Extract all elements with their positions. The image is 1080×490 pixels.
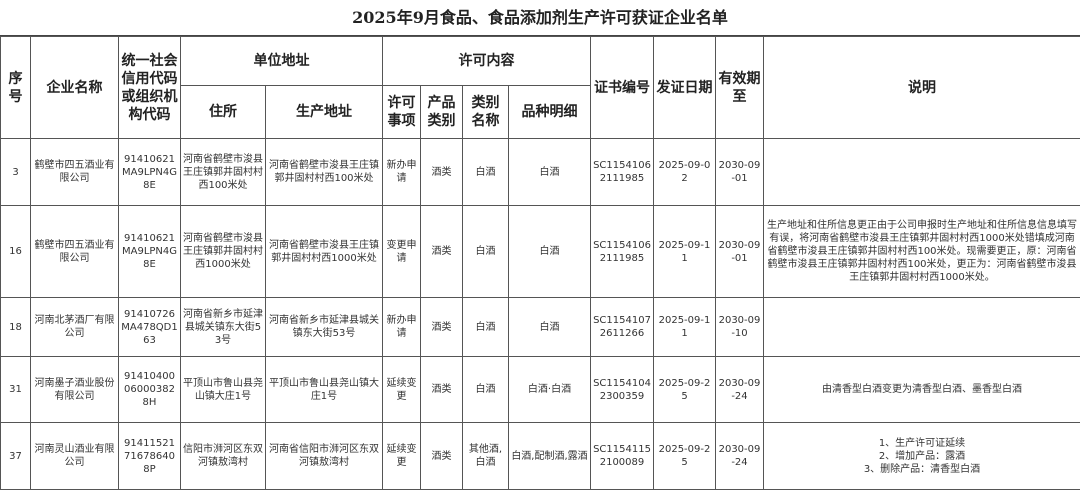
cell-cert-no: SC11541062111985: [591, 206, 654, 298]
cell-license-item: 新办申请: [383, 139, 421, 206]
cell-category-name: 其他酒,白酒: [463, 423, 509, 490]
cell-note: 1、生产许可证延续 2、增加产品：露酒 3、删除产品：清香型白酒: [764, 423, 1080, 490]
cell-note: [764, 298, 1080, 357]
cell-product-category: 酒类: [421, 423, 463, 490]
cell-category-name: 白酒: [463, 298, 509, 357]
cell-issue-date: 2025-09-25: [654, 357, 716, 423]
cell-production-address: 河南省新乡市延津县城关镇东大街53号: [266, 298, 383, 357]
cell-valid-until: 2030-09-24: [716, 423, 764, 490]
cell-residence: 信阳市浉河区东双河镇敖湾村: [181, 423, 266, 490]
header-valid-until: 有效期至: [716, 37, 764, 139]
cell-credit-code: 91410621MA9LPN4G8E: [119, 206, 181, 298]
cell-cert-no: SC11541062111985: [591, 139, 654, 206]
cell-variety-detail: 白酒: [509, 206, 591, 298]
header-residence: 住所: [181, 86, 266, 139]
cell-variety-detail: 白酒: [509, 298, 591, 357]
cell-company: 鹤壁市四五酒业有限公司: [31, 139, 119, 206]
cell-issue-date: 2025-09-11: [654, 206, 716, 298]
cell-issue-date: 2025-09-25: [654, 423, 716, 490]
cell-production-address: 平顶山市鲁山县尧山镇大庄1号: [266, 357, 383, 423]
cell-product-category: 酒类: [421, 357, 463, 423]
cell-credit-code: 91410726MA478QD163: [119, 298, 181, 357]
cell-credit-code: 91410621MA9LPN4G8E: [119, 139, 181, 206]
header-address-group: 单位地址: [181, 37, 383, 86]
header-license-item: 许可事项: [383, 86, 421, 139]
cell-residence: 河南省鹤壁市浚县王庄镇郭井固村村西1000米处: [181, 206, 266, 298]
cell-residence: 河南省鹤壁市浚县王庄镇郭井固村村西100米处: [181, 139, 266, 206]
cell-seq: 18: [1, 298, 31, 357]
cell-production-address: 河南省鹤壁市浚县王庄镇郭井固村村西1000米处: [266, 206, 383, 298]
cell-seq: 3: [1, 139, 31, 206]
header-seq: 序号: [1, 37, 31, 139]
cell-cert-no: SC11541152100089: [591, 423, 654, 490]
header-variety-detail: 品种明细: [509, 86, 591, 139]
cell-residence: 平顶山市鲁山县尧山镇大庄1号: [181, 357, 266, 423]
cell-license-item: 新办申请: [383, 298, 421, 357]
cell-company: 河南墨子酒业股份有限公司: [31, 357, 119, 423]
cell-variety-detail: 白酒: [509, 139, 591, 206]
cell-variety-detail: 白酒,配制酒,露酒: [509, 423, 591, 490]
header-product-category: 产品类别: [421, 86, 463, 139]
cell-seq: 31: [1, 357, 31, 423]
cell-production-address: 河南省信阳市浉河区东双河镇敖湾村: [266, 423, 383, 490]
cell-seq: 16: [1, 206, 31, 298]
cell-note: 由清香型白酒变更为清香型白酒、墨香型白酒: [764, 357, 1080, 423]
cell-seq: 37: [1, 423, 31, 490]
header-credit-code: 统一社会信用代码或组织机构代码: [119, 37, 181, 139]
cell-credit-code: 91411521716786408P: [119, 423, 181, 490]
cell-valid-until: 2030-09-01: [716, 206, 764, 298]
cell-category-name: 白酒: [463, 357, 509, 423]
cell-product-category: 酒类: [421, 139, 463, 206]
header-note: 说明: [764, 37, 1080, 139]
cell-category-name: 白酒: [463, 139, 509, 206]
cell-license-item: 延续变更: [383, 423, 421, 490]
header-category-name: 类别名称: [463, 86, 509, 139]
header-production-address: 生产地址: [266, 86, 383, 139]
cell-variety-detail: 白酒·白酒: [509, 357, 591, 423]
cell-issue-date: 2025-09-11: [654, 298, 716, 357]
license-table: 序号 企业名称 统一社会信用代码或组织机构代码 单位地址 许可内容 证书编号 发…: [0, 36, 1080, 490]
cell-note: [764, 139, 1080, 206]
header-issue-date: 发证日期: [654, 37, 716, 139]
cell-production-address: 河南省鹤壁市浚县王庄镇郭井固村村西100米处: [266, 139, 383, 206]
header-license-group: 许可内容: [383, 37, 591, 86]
cell-product-category: 酒类: [421, 206, 463, 298]
cell-product-category: 酒类: [421, 298, 463, 357]
cell-company: 河南北茅酒厂有限公司: [31, 298, 119, 357]
cell-category-name: 白酒: [463, 206, 509, 298]
page-title: 2025年9月食品、食品添加剂生产许可获证企业名单: [0, 0, 1080, 36]
cell-company: 河南灵山酒业有限公司: [31, 423, 119, 490]
cell-credit-code: 91410400060003828H: [119, 357, 181, 423]
cell-valid-until: 2030-09-01: [716, 139, 764, 206]
cell-cert-no: SC11541042300359: [591, 357, 654, 423]
cell-license-item: 延续变更: [383, 357, 421, 423]
header-company: 企业名称: [31, 37, 119, 139]
header-cert-no: 证书编号: [591, 37, 654, 139]
cell-cert-no: SC11541072611266: [591, 298, 654, 357]
cell-issue-date: 2025-09-02: [654, 139, 716, 206]
cell-residence: 河南省新乡市延津县城关镇东大街53号: [181, 298, 266, 357]
cell-valid-until: 2030-09-24: [716, 357, 764, 423]
cell-company: 鹤壁市四五酒业有限公司: [31, 206, 119, 298]
cell-valid-until: 2030-09-10: [716, 298, 764, 357]
cell-note: 生产地址和住所信息更正由于公司申报时生产地址和住所信息信息填写有误，将河南省鹤壁…: [764, 206, 1080, 298]
cell-license-item: 变更申请: [383, 206, 421, 298]
